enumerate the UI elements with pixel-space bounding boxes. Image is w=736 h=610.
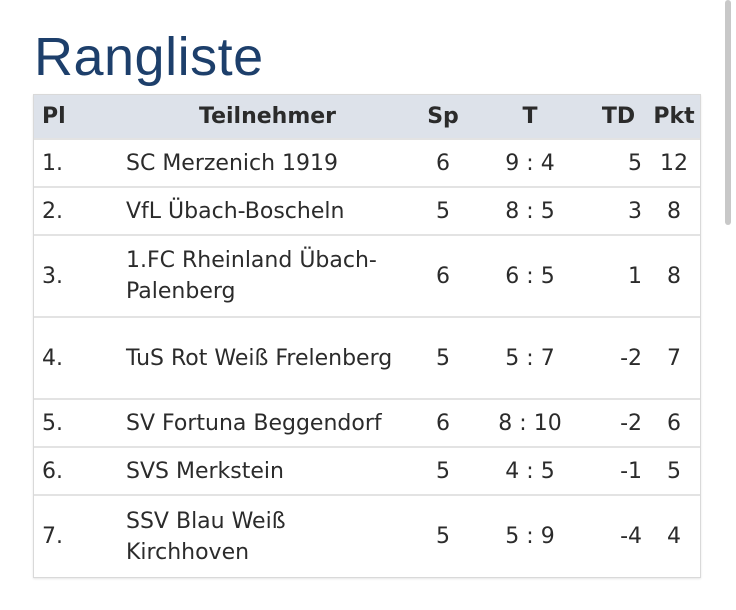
points-cell: 6 xyxy=(667,410,681,436)
goals-cell: 8 : 10 xyxy=(498,410,562,436)
column-header-points: Pkt xyxy=(653,104,695,129)
goal-diff-cell: -4 xyxy=(620,524,642,549)
team-name-cell: TuS Rot Weiß Frelenberg xyxy=(126,345,393,371)
place-cell: 6. xyxy=(42,458,63,484)
column-header-games: Sp xyxy=(427,104,459,129)
points-cell: 5 xyxy=(667,458,681,484)
goal-diff-cell: 5 xyxy=(628,150,642,176)
place-cell: 1. xyxy=(42,150,63,176)
points-cell: 4 xyxy=(667,524,681,549)
scrollbar[interactable] xyxy=(725,0,731,225)
table-row: 5. SV Fortuna Beggendorf 6 8 : 10 -2 6 xyxy=(34,399,700,447)
goals-cell: 5 : 7 xyxy=(505,345,555,371)
goal-diff-cell: -2 xyxy=(620,410,642,436)
team-name-cell: SV Fortuna Beggendorf xyxy=(126,410,382,436)
games-cell: 5 xyxy=(436,198,450,224)
team-name-cell: SC Merzenich 1919 xyxy=(126,150,339,176)
points-cell: 7 xyxy=(667,345,681,371)
games-cell: 6 xyxy=(436,410,450,436)
games-cell: 6 xyxy=(436,263,450,289)
column-header-goal-diff: TD xyxy=(601,104,636,129)
points-cell: 12 xyxy=(660,150,688,176)
points-cell: 8 xyxy=(667,198,681,224)
column-header-place: Pl xyxy=(42,104,66,129)
goal-diff-cell: -1 xyxy=(620,458,642,484)
table-row: 2. VfL Übach-Boscheln 5 8 : 5 3 8 xyxy=(34,187,700,235)
games-cell: 6 xyxy=(436,150,450,176)
table-row: 4. TuS Rot Weiß Frelenberg 5 5 : 7 -2 7 xyxy=(34,317,700,399)
goal-diff-cell: -2 xyxy=(620,345,642,371)
column-header-goals: T xyxy=(522,104,538,129)
table-header-row: Pl Teilnehmer Sp T TD Pkt xyxy=(34,95,700,139)
goal-diff-cell: 3 xyxy=(628,198,642,224)
goals-cell: 6 : 5 xyxy=(505,263,555,289)
table-row: 1. SC Merzenich 1919 6 9 : 4 5 12 xyxy=(34,139,700,187)
goal-diff-cell: 1 xyxy=(628,263,642,289)
page-title: Rangliste xyxy=(34,27,264,87)
team-name-cell: SVS Merkstein xyxy=(126,458,284,484)
games-cell: 5 xyxy=(436,345,450,371)
place-cell: 2. xyxy=(42,198,63,224)
place-cell: 5. xyxy=(42,410,63,436)
goals-cell: 4 : 5 xyxy=(505,458,555,484)
place-cell: 3. xyxy=(42,263,63,289)
team-name-cell: VfL Übach-Boscheln xyxy=(126,198,345,224)
place-cell: 7. xyxy=(42,524,63,549)
column-header-participant: Teilnehmer xyxy=(198,104,337,129)
table-row: 7. SSV Blau Weiß Kirchhoven 5 5 : 9 -4 4 xyxy=(34,495,700,577)
table-row: 3. 1.FC Rheinland Übach-Palenberg 6 6 : … xyxy=(34,235,700,317)
team-name-cell: 1.FC Rheinland Übach-Palenberg xyxy=(126,248,377,304)
goals-cell: 5 : 9 xyxy=(505,524,555,549)
goals-cell: 9 : 4 xyxy=(505,150,555,176)
goals-cell: 8 : 5 xyxy=(505,198,555,224)
games-cell: 5 xyxy=(436,524,450,549)
team-name-cell: SSV Blau Weiß Kirchhoven xyxy=(126,508,286,565)
points-cell: 8 xyxy=(667,263,681,289)
table-row: 6. SVS Merkstein 5 4 : 5 -1 5 xyxy=(34,447,700,495)
games-cell: 5 xyxy=(436,458,450,484)
standings-table: Pl Teilnehmer Sp T TD Pkt 1. SC Merzenic… xyxy=(33,94,701,578)
place-cell: 4. xyxy=(42,345,63,371)
